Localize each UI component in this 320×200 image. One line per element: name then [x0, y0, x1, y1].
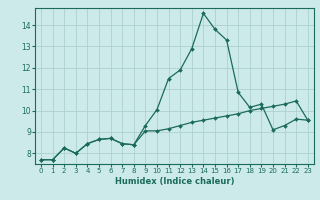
X-axis label: Humidex (Indice chaleur): Humidex (Indice chaleur) — [115, 177, 234, 186]
